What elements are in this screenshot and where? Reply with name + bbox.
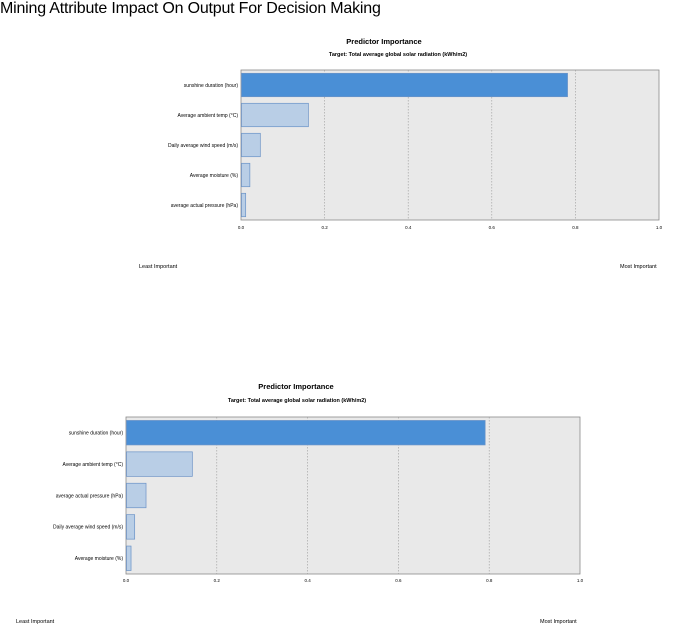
chart2-bar: [126, 545, 132, 571]
chart2-bar: [126, 482, 147, 509]
chart1-tick-label: 1.0: [656, 225, 663, 230]
chart1-tick-label: 0.0: [238, 225, 245, 230]
chart1-plot-area: [240, 69, 660, 221]
chart1-tick-label: 0.4: [405, 225, 412, 230]
chart2-tick-label: 1.0: [577, 578, 584, 583]
chart1-tick-label: 0.2: [321, 225, 328, 230]
chart1-most-important-label: Most Important: [620, 264, 657, 270]
chart2-category-label: average actual pressure (hPa): [56, 493, 124, 499]
chart2-tick-label: 0.2: [214, 578, 221, 583]
chart2-tick-label: 0.6: [395, 578, 402, 583]
chart1-category-label: Daily average wind speed (m/s): [168, 143, 238, 149]
chart1-category-label: Average ambient temp (°C): [177, 113, 238, 119]
chart2-subtitle: Target: Total average global solar radia…: [228, 398, 366, 404]
chart1-bar: [241, 192, 247, 218]
chart2-bar: [126, 451, 193, 477]
chart1-bar: [241, 162, 251, 188]
chart2-bar: [126, 514, 136, 540]
chart2-tick-label: 0.4: [304, 578, 311, 583]
chart1-subtitle: Target: Total average global solar radia…: [329, 52, 467, 58]
chart2-category-label: sunshine duration (hour): [69, 431, 124, 437]
chart1-category-label: average actual pressure (hPa): [171, 203, 239, 209]
chart2-title: Predictor Importance: [258, 382, 333, 391]
chart2-category-label: Average ambient temp (°C): [62, 462, 123, 468]
chart2-plot-area: [125, 416, 581, 575]
chart2-tick-label: 0.8: [486, 578, 493, 583]
page-title: Mining Attribute Impact On Output For De…: [0, 0, 381, 17]
chart2-category-label: Average moisture (%): [75, 556, 124, 562]
chart1-title: Predictor Importance: [346, 37, 421, 46]
chart1-category-label: sunshine duration (hour): [184, 83, 239, 89]
chart1-category-label: Average moisture (%): [190, 173, 239, 179]
chart2-bar: [126, 420, 486, 446]
chart1-bar: [241, 102, 309, 128]
chart1-least-important-label: Least Important: [139, 264, 178, 270]
chart1-bar: [241, 72, 568, 98]
chart2-least-important-label: Least Important: [16, 619, 55, 625]
chart1-tick-label: 0.8: [572, 225, 579, 230]
chart2-category-label: Daily average wind speed (m/s): [53, 525, 123, 531]
chart1-tick-label: 0.6: [489, 225, 496, 230]
chart2-most-important-label: Most Important: [540, 619, 577, 625]
chart2-tick-label: 0.0: [123, 578, 130, 583]
chart1-bar: [241, 132, 261, 158]
